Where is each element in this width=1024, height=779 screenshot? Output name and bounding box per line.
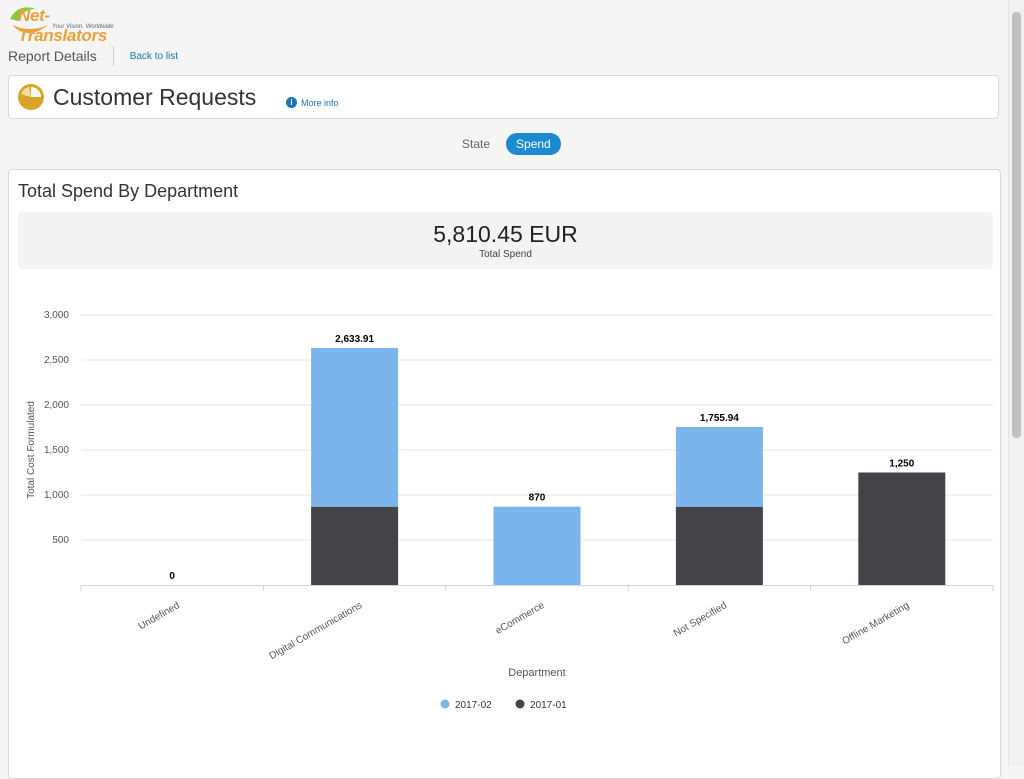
back-to-list-link[interactable]: Back to list [129,50,179,62]
x-tick-label: Undefined [137,600,182,632]
more-info-label: More info [301,97,339,108]
total-spend-kpi: 5,810.45 EUR Total Spend [18,212,993,269]
bar-2017-01 [311,506,399,585]
bar-total-label: 1,250 [889,459,914,470]
logo-text: Net-Translators [18,6,107,45]
y-tick-label: 2,000 [44,400,69,411]
y-tick-label: 1,500 [44,445,69,456]
legend-label: 2017-02 [455,700,492,711]
legend-label: 2017-01 [530,700,567,711]
bar-2017-01 [858,472,946,585]
vertical-scrollbar[interactable] [1008,0,1024,766]
x-tick-label: eCommerce [494,600,547,637]
bar-total-label: 2,633.91 [335,334,374,345]
breadcrumb: Report Details Back to list [8,44,178,68]
logo-swoosh-icon [10,7,48,33]
bar-2017-02 [675,426,763,507]
info-icon: i [286,97,297,108]
y-tick-label: 3,000 [44,310,69,321]
y-tick-label: 2,500 [44,355,69,366]
spend-card: Total Spend By Department 5,810.45 EUR T… [8,169,1001,779]
kpi-label: Total Spend [479,249,532,260]
y-tick-label: 500 [52,535,69,546]
scrollbar-thumb[interactable] [1012,12,1021,438]
card-title: Total Spend By Department [18,181,239,201]
bar-2017-02 [311,347,399,507]
y-tick-label: 1,000 [44,490,69,501]
spend-bar-chart: 500 1,000 1,500 2,000 2,500 3,000 0 Undefined 2,… [26,310,994,711]
kpi-value: 5,810.45 EUR [433,221,578,247]
report-header: Customer Requests i More info [8,75,999,119]
pie-chart-icon [18,84,44,110]
x-tick-label: Digital Communications [268,600,364,662]
bar-2017-01 [675,506,763,585]
x-tick-label: Not Specified [672,600,729,639]
page-title: Customer Requests [53,84,257,110]
logo-tagline: Your Vision. Worldwide [52,24,114,30]
toggle-state[interactable]: State [462,137,491,151]
x-axis-title: Department [508,667,565,679]
toggle-spend[interactable]: Spend [506,133,561,155]
bar-total-label: 0 [169,571,175,582]
view-toggle: State Spend [452,133,561,155]
legend-marker [515,699,525,709]
bar-total-label: 870 [529,493,546,504]
legend-marker [440,699,450,709]
company-logo: Net-Translators Your Vision. Worldwide [8,3,118,45]
y-axis-title: Total Cost Formulated [26,401,37,499]
x-tick-label: Offline Marketing [840,600,911,647]
bar-total-label: 1,755.94 [700,413,739,424]
breadcrumb-title: Report Details [8,46,114,66]
bar-2017-02 [493,506,581,585]
more-info-link[interactable]: i More info [286,97,339,108]
